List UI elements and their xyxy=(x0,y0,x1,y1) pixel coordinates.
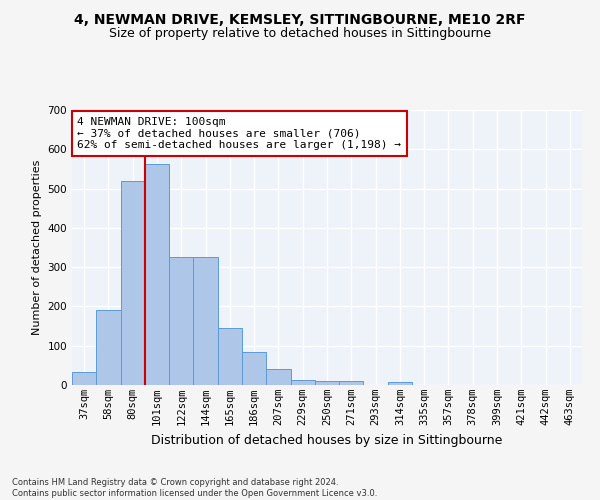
Bar xyxy=(388,382,412,385)
Text: Contains HM Land Registry data © Crown copyright and database right 2024.
Contai: Contains HM Land Registry data © Crown c… xyxy=(12,478,377,498)
Bar xyxy=(290,380,315,385)
Bar xyxy=(266,368,290,385)
Bar xyxy=(193,256,218,385)
Bar xyxy=(218,328,242,385)
Y-axis label: Number of detached properties: Number of detached properties xyxy=(32,160,42,335)
Text: 4 NEWMAN DRIVE: 100sqm
← 37% of detached houses are smaller (706)
62% of semi-de: 4 NEWMAN DRIVE: 100sqm ← 37% of detached… xyxy=(77,117,401,150)
Bar xyxy=(315,381,339,385)
Bar xyxy=(339,381,364,385)
Bar xyxy=(121,180,145,385)
Text: Size of property relative to detached houses in Sittingbourne: Size of property relative to detached ho… xyxy=(109,28,491,40)
Bar xyxy=(72,372,96,385)
X-axis label: Distribution of detached houses by size in Sittingbourne: Distribution of detached houses by size … xyxy=(151,434,503,446)
Bar xyxy=(145,164,169,385)
Bar xyxy=(169,256,193,385)
Text: 4, NEWMAN DRIVE, KEMSLEY, SITTINGBOURNE, ME10 2RF: 4, NEWMAN DRIVE, KEMSLEY, SITTINGBOURNE,… xyxy=(74,12,526,26)
Bar xyxy=(242,352,266,385)
Bar xyxy=(96,310,121,385)
